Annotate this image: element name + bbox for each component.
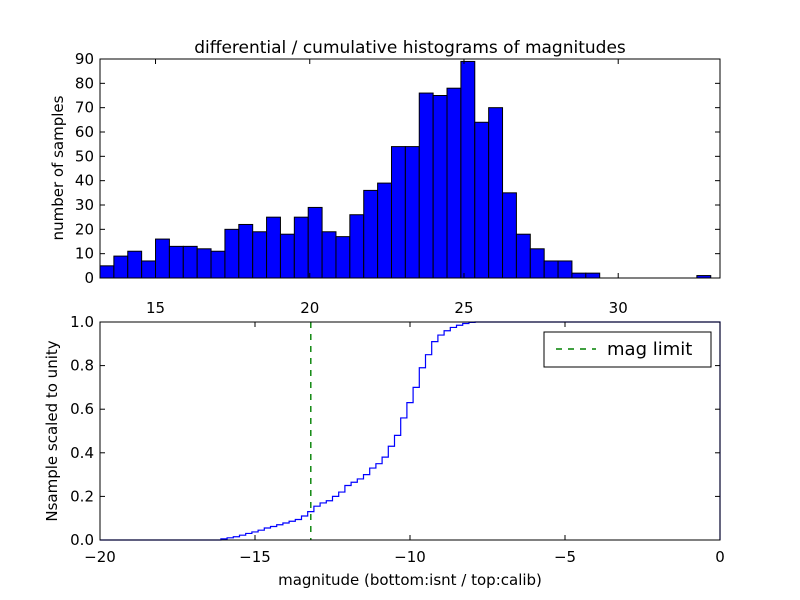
histogram-bar (363, 189, 379, 279)
top-y-ticks: 0 10 20 30 40 50 60 70 80 90 (75, 50, 720, 287)
top-y-tick-label: 0 (84, 269, 94, 287)
bottom-x-tick-label: 0 (715, 548, 725, 566)
bottom-x-ticks: −20 −15 −10 −5 0 (84, 322, 725, 566)
top-x-tick-label: 15 (146, 299, 165, 317)
histogram-bar (446, 87, 462, 279)
histogram-bar (543, 260, 559, 279)
bottom-y-tick-label: 1.0 (70, 313, 94, 331)
histogram-bar (224, 228, 240, 279)
histogram-bar (460, 60, 476, 279)
top-y-tick-label: 50 (75, 147, 94, 165)
histogram-bar (99, 265, 115, 279)
top-y-tick-label: 80 (75, 74, 94, 92)
histogram-bar (141, 260, 157, 279)
top-y-axis-label: number of samples (49, 95, 67, 240)
histogram-bar (390, 146, 406, 279)
bottom-y-tick-label: 0.6 (70, 400, 94, 418)
bottom-y-tick-label: 0.2 (70, 487, 94, 505)
histogram-bar (488, 107, 504, 279)
top-y-tick-label: 30 (75, 196, 94, 214)
histogram-bar (168, 245, 184, 279)
bottom-y-tick-label: 0.8 (70, 357, 94, 375)
histogram-bar (196, 248, 212, 279)
bottom-y-tick-label: 0.4 (70, 444, 94, 462)
histogram-bar (502, 192, 517, 279)
histogram-bar (266, 216, 281, 279)
histogram-bar (377, 182, 392, 279)
histogram-bar (127, 250, 143, 279)
histogram-bar (529, 248, 545, 279)
bottom-y-tick-label: 0.0 (70, 531, 94, 549)
histogram-bar (474, 121, 490, 279)
bottom-y-axis-label: Nsample scaled to unity (43, 340, 61, 521)
cumulative-histogram: Nsample scaled to unity magnitude (botto… (43, 313, 725, 589)
top-y-tick-label: 60 (75, 123, 94, 141)
histogram-bar (210, 250, 226, 279)
top-y-tick-label: 70 (75, 99, 94, 117)
histogram-bar (349, 214, 365, 279)
histogram-bar (571, 272, 587, 279)
top-y-tick-label: 20 (75, 220, 94, 238)
histogram-bar (515, 233, 531, 279)
top-y-tick-label: 10 (75, 245, 94, 263)
top-y-tick-label: 40 (75, 172, 94, 190)
histogram-bar (557, 260, 573, 279)
histogram-bars (99, 60, 712, 279)
top-x-tick-label: 25 (454, 299, 473, 317)
top-y-tick-label: 90 (75, 50, 94, 68)
legend: mag limit (543, 331, 712, 368)
histogram-bar (404, 146, 420, 279)
histogram-bar (238, 223, 254, 279)
histogram-bar (252, 231, 268, 279)
histogram-bar (155, 238, 170, 279)
legend-label-mag-limit: mag limit (607, 339, 692, 360)
histogram-bar (418, 92, 434, 279)
top-axes-frame (99, 58, 721, 279)
histogram-bar (307, 206, 323, 279)
bottom-x-tick-label: −5 (554, 548, 576, 566)
bottom-x-tick-label: −10 (394, 548, 426, 566)
histogram-bar (279, 233, 295, 279)
bottom-x-axis-label: magnitude (bottom:isnt / top:calib) (278, 571, 542, 589)
histogram-bar (113, 255, 129, 279)
bottom-axes-frame (99, 321, 721, 541)
histogram-bar (585, 272, 601, 279)
bottom-x-tick-label: −15 (239, 548, 271, 566)
cumulative-series (100, 321, 721, 541)
top-chart-title: differential / cumulative histograms of … (194, 38, 626, 58)
bottom-y-ticks: 0.0 0.2 0.4 0.6 0.8 1.0 (70, 313, 720, 549)
histogram-bar (335, 236, 351, 279)
histogram-bar (321, 231, 337, 279)
histogram-bar (293, 216, 309, 279)
differential-histogram: differential / cumulative histograms of … (49, 38, 721, 317)
bottom-x-tick-label: −20 (84, 548, 116, 566)
cumulative-step-line (100, 321, 721, 541)
top-x-tick-label: 20 (300, 299, 319, 317)
top-x-ticks: 15 20 25 30 (146, 59, 628, 317)
histogram-bar (182, 245, 198, 279)
top-x-tick-label: 30 (609, 299, 628, 317)
histogram-bar (432, 95, 448, 279)
